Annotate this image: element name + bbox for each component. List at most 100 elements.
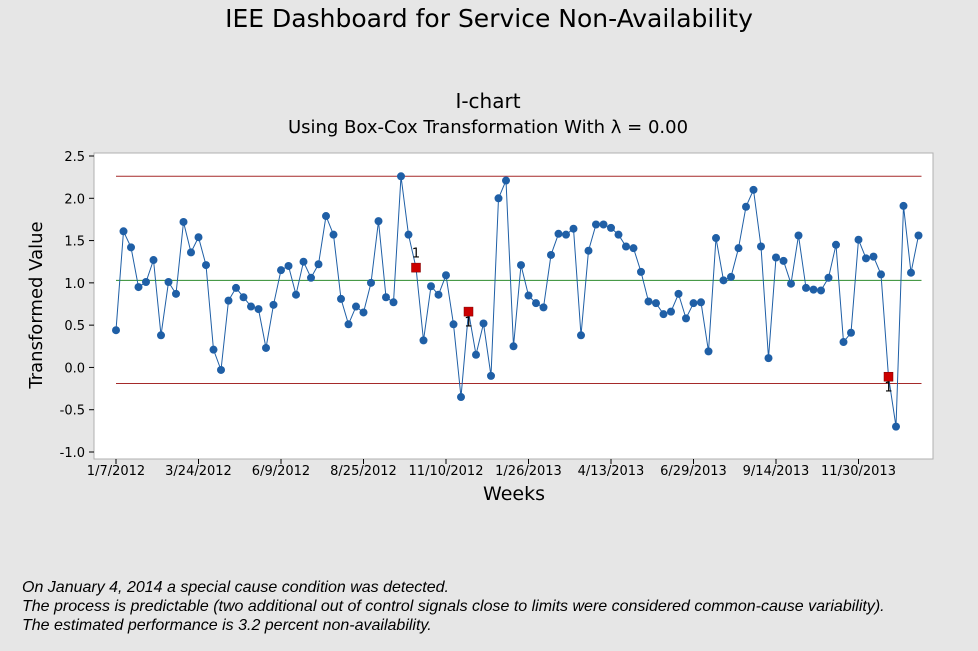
data-point [224,296,233,305]
data-point [382,293,390,302]
note-line: On January 4, 2014 a special cause condi… [22,579,449,596]
data-point [749,185,758,194]
data-point [554,229,563,238]
notes-panel: On January 4, 2014 a special cause condi… [22,578,978,635]
data-point [614,230,623,239]
x-tick-label: 6/29/2013 [660,464,727,479]
data-point [434,290,443,299]
data-point [292,290,300,299]
dashboard-title: IEE Dashboard for Service Non-Availabili… [225,4,753,33]
data-point [644,297,653,306]
data-point [269,300,278,309]
x-tick-label: 1/26/2013 [495,464,562,479]
control-lines [116,175,922,384]
flag-label: 1 [884,381,892,396]
data-point [374,217,383,226]
data-point [344,320,353,329]
y-tick-label: 2.0 [64,192,85,207]
y-tick-label: 1.0 [64,277,85,292]
data-point [322,212,330,221]
data-point [389,298,398,307]
x-axis-label: Weeks [483,483,545,505]
y-tick-label: 1.5 [64,235,85,250]
data-point [862,254,870,263]
x-tick-label: 11/10/2012 [409,464,484,479]
data-point [907,268,915,277]
data-point [494,194,503,203]
data-point [779,256,788,265]
data-point [577,331,585,340]
flag-label: 1 [412,247,420,262]
data-point [764,354,773,363]
flagged-point [883,371,894,382]
data-point [854,235,863,244]
data-point [277,266,285,275]
data-point [172,289,180,298]
data-point [704,347,713,356]
y-axis: -1.0 -0.5 0.0 0.5 1.0 1.5 2.0 2.5 [60,150,94,461]
x-tick-label: 9/14/2013 [743,464,810,479]
data-point [569,224,578,233]
data-point [329,230,338,239]
data-point [352,302,360,311]
x-tick-label: 6/9/2012 [252,464,310,479]
data-point [772,253,780,262]
data-point [524,291,533,300]
chart-title: I-chart [455,89,520,113]
data-point [629,244,638,253]
x-tick-label: 3/24/2012 [165,464,232,479]
data-point [547,250,555,259]
data-point [232,283,240,292]
data-point [419,336,428,345]
flag-labels: 1 1 1 [412,247,893,396]
data-point [367,278,375,287]
data-point [607,223,615,232]
data-point [164,278,173,287]
data-series [112,172,923,431]
data-point [824,273,833,282]
data-point [794,231,803,240]
data-point [502,176,510,185]
data-point [127,243,135,252]
data-point [667,307,675,316]
data-point [187,248,195,257]
data-point [877,270,885,279]
data-point [202,261,210,270]
data-point [809,285,818,294]
data-point [299,257,308,266]
data-point [517,261,525,270]
y-tick-label: -0.5 [60,404,85,419]
data-point [404,230,413,239]
data-point [659,310,668,319]
data-point [239,293,248,302]
data-point [119,227,128,236]
data-point [757,242,765,251]
data-point [847,328,855,337]
data-point [359,308,368,317]
x-tick-label: 1/7/2012 [87,464,145,479]
x-axis: 1/7/2012 3/24/2012 6/9/2012 8/25/2012 11/10/… [87,459,896,479]
data-point [697,298,705,307]
data-point [254,305,263,314]
data-point [194,233,203,242]
note-line: The estimated performance is 3.2 percent… [22,617,432,634]
data-point [674,289,683,298]
data-point [427,282,435,291]
data-point [622,242,630,251]
data-point [314,260,323,269]
data-point [442,271,450,280]
data-point [652,299,660,308]
y-axis-label: Transformed Value [26,221,47,389]
data-point [682,314,690,323]
data-point [839,338,848,347]
data-point [487,371,495,380]
data-point [457,393,465,402]
data-point [539,303,548,312]
data-point [284,261,293,270]
data-point [112,326,120,335]
x-tick-label: 8/25/2012 [330,464,397,479]
data-point [149,256,158,265]
y-tick-label: 0.5 [64,319,85,334]
data-point [509,342,518,351]
